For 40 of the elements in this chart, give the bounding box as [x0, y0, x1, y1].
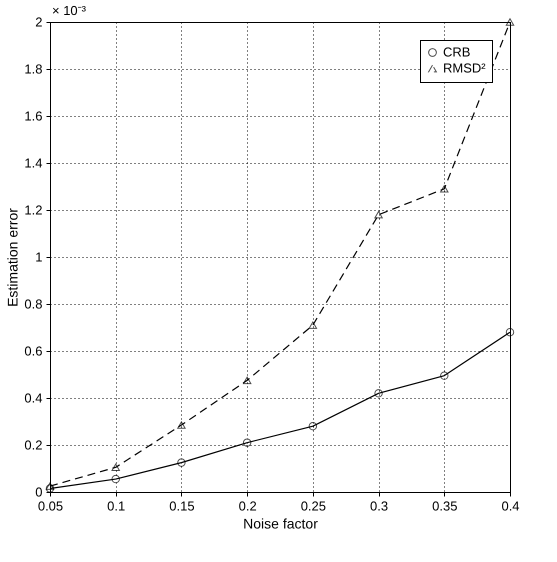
x-axis-title: Noise factor — [243, 516, 318, 532]
y-tick-label: 0.6 — [24, 344, 42, 358]
point — [177, 421, 186, 429]
point — [506, 18, 514, 26]
y-tick-label: 1.2 — [24, 202, 42, 218]
legend-label: CRB — [443, 44, 470, 60]
y-tick-label: 0.8 — [24, 296, 42, 312]
point — [374, 389, 383, 398]
point — [177, 458, 186, 467]
x-tick-label: 0.2 — [238, 498, 257, 514]
x-tick-label: 0.35 — [432, 498, 458, 514]
y-tick-label: 2 — [35, 14, 42, 30]
point — [112, 464, 120, 472]
y-tick-label: 0 — [35, 484, 42, 500]
text: × 10⁻³ — [52, 3, 87, 18]
point — [242, 438, 252, 447]
point — [308, 422, 318, 430]
y-tick-label: 1.6 — [24, 108, 42, 124]
x-tick-label: 0.25 — [300, 498, 326, 514]
point — [440, 185, 448, 193]
y-axis-title: Estimation error — [4, 208, 20, 307]
point — [242, 376, 252, 384]
point — [506, 328, 514, 336]
y-tick-label: 0.2 — [24, 438, 42, 452]
point — [308, 321, 318, 329]
x-tick-label: 0.4 — [501, 498, 520, 514]
x-tick-label: 0.05 — [38, 498, 64, 514]
legend-label: RMSD² — [443, 60, 486, 76]
point — [440, 371, 448, 380]
x-tick-label: 0.15 — [169, 498, 195, 514]
y-tick-label: 0.4 — [24, 390, 42, 406]
point — [374, 210, 383, 218]
point — [46, 484, 54, 493]
point — [46, 482, 54, 490]
y-tick-label: 1.4 — [24, 156, 42, 170]
y-tick-label: 1 — [35, 250, 42, 264]
x-tick-label: 0.1 — [107, 498, 126, 514]
y-tick-label: 1.8 — [24, 62, 42, 76]
point — [112, 474, 120, 484]
x-tick-label: 0.3 — [370, 498, 388, 514]
